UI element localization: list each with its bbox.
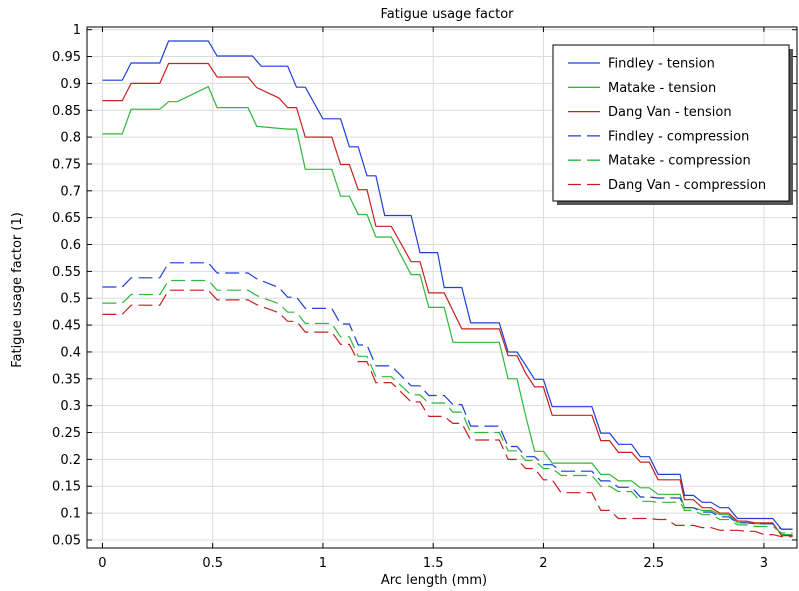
y-tick-label-15: 0.8	[60, 131, 81, 146]
legend-label-2: Dang Van - tension	[608, 105, 732, 120]
series-line-4	[102, 279, 793, 534]
y-tick-label-18: 0.95	[52, 50, 81, 65]
y-tick-label-7: 0.4	[60, 345, 81, 360]
legend-items: Findley - tension Matake - tension Dang Va…	[568, 57, 766, 193]
chart-title: Fatigue usage factor	[380, 7, 514, 22]
y-tick-label-10: 0.55	[52, 265, 81, 280]
axis-ticks: 0 0.5 1 1.5 2 2.5 3 0.05 0.1 0.15 0.2 0.25 0.3 0.35 0.…	[52, 23, 797, 571]
legend-label-5: Dang Van - compression	[608, 178, 766, 193]
y-tick-label-13: 0.7	[60, 184, 81, 199]
x-tick-label-0: 0	[98, 556, 106, 571]
legend-label-0: Findley - tension	[608, 57, 715, 72]
y-tick-label-4: 0.25	[52, 426, 81, 441]
y-tick-label-9: 0.5	[60, 292, 81, 307]
x-tick-label-5: 2.5	[643, 556, 664, 571]
y-tick-label-5: 0.3	[60, 399, 81, 414]
y-axis-label: Fatigue usage factor (1)	[10, 212, 25, 368]
series-line-0	[102, 40, 793, 530]
y-tick-label-2: 0.15	[52, 480, 81, 495]
y-tick-label-8: 0.45	[52, 319, 81, 334]
x-tick-label-6: 3	[760, 556, 768, 571]
series-line-1	[102, 85, 793, 536]
y-tick-label-14: 0.75	[52, 157, 81, 172]
x-tick-label-2: 1	[319, 556, 327, 571]
series-line-3	[102, 262, 793, 530]
y-tick-label-3: 0.2	[60, 453, 81, 468]
legend: Findley - tension Matake - tension Dang Va…	[552, 44, 793, 205]
legend-label-3: Findley - compression	[608, 129, 749, 144]
legend-label-4: Matake - compression	[608, 154, 751, 169]
x-tick-label-3: 1.5	[423, 556, 444, 571]
x-tick-label-1: 0.5	[202, 556, 223, 571]
series-line-2	[102, 62, 793, 537]
y-tick-label-6: 0.35	[52, 372, 81, 387]
legend-label-1: Matake - tension	[608, 81, 716, 96]
series-lines	[102, 40, 793, 538]
y-tick-label-16: 0.85	[52, 104, 81, 119]
x-axis-label: Arc length (mm)	[381, 573, 487, 588]
series-line-5	[102, 289, 793, 538]
plot-frame	[86, 26, 798, 549]
y-tick-label-0: 0.05	[52, 533, 81, 548]
y-tick-label-12: 0.65	[52, 211, 81, 226]
y-tick-label-19: 1	[73, 23, 81, 38]
x-tick-label-4: 2	[539, 556, 547, 571]
y-tick-label-17: 0.9	[60, 77, 81, 92]
legend-box	[552, 44, 790, 202]
y-tick-label-1: 0.1	[60, 507, 81, 522]
y-tick-label-11: 0.6	[60, 238, 81, 253]
